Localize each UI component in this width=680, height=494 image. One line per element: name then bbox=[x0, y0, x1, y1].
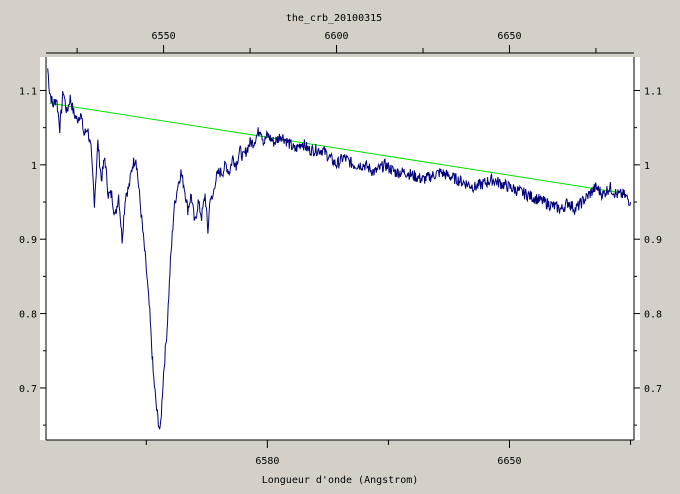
y-tick-label-left: 0.8 bbox=[19, 310, 37, 321]
x-tick-label-top: 6600 bbox=[324, 31, 348, 42]
y-tick-label-left: 1 bbox=[31, 161, 37, 172]
y-tick-label-left: 1.1 bbox=[19, 86, 37, 97]
ticks: 0.7 0.7 0.8 0.8 0.9 0.9 1 1 1.1 1.1 6580 6650 6550 66… bbox=[19, 31, 662, 467]
plot-area bbox=[40, 57, 640, 440]
spectrum-line bbox=[47, 68, 631, 430]
y-tick-label-right: 0.8 bbox=[644, 310, 662, 321]
series bbox=[47, 68, 631, 430]
x-tick-label-top: 6550 bbox=[152, 31, 176, 42]
chart-title: the_crb_20100315 bbox=[286, 13, 382, 24]
y-tick-label-left: 0.9 bbox=[19, 235, 37, 246]
y-tick-label-right: 1 bbox=[644, 161, 650, 172]
x-axis-label: Longueur d'onde (Angstrom) bbox=[262, 475, 419, 486]
y-tick-label-left: 0.7 bbox=[19, 384, 37, 395]
x-tick-label-bottom: 6650 bbox=[497, 456, 521, 467]
axes-frame bbox=[45, 52, 635, 441]
y-tick-label-right: 0.7 bbox=[644, 384, 662, 395]
x-tick-label-top: 6650 bbox=[497, 31, 521, 42]
x-tick-label-bottom: 6580 bbox=[255, 456, 279, 467]
y-tick-label-right: 0.9 bbox=[644, 235, 662, 246]
continuum-line bbox=[49, 102, 624, 194]
y-tick-label-right: 1.1 bbox=[644, 86, 662, 97]
